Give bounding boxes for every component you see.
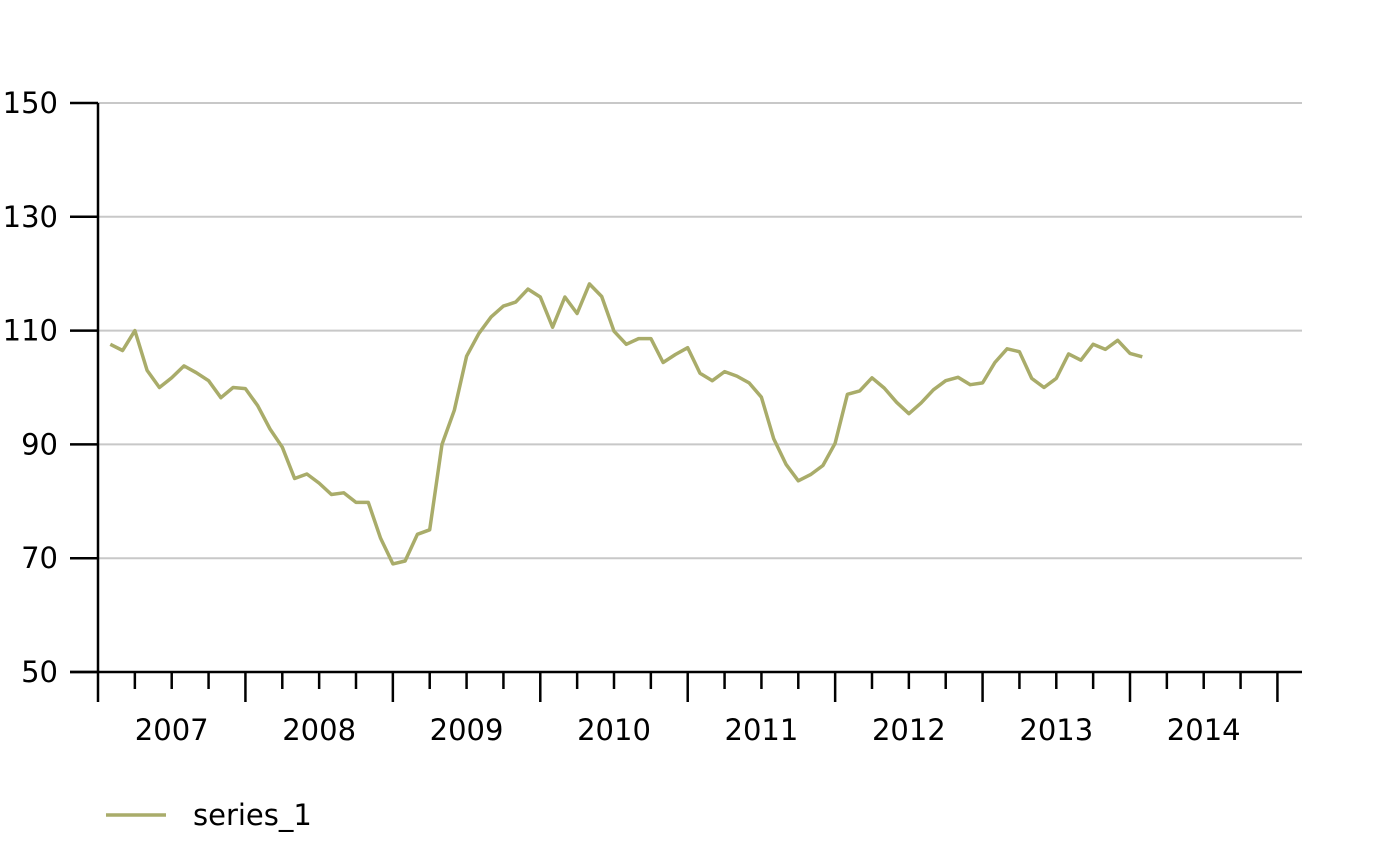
gridlines xyxy=(98,102,1302,560)
legend-label-series-1: series_1 xyxy=(193,798,312,832)
x-tick-label-2010: 2010 xyxy=(577,713,651,747)
x-tick-label-2008: 2008 xyxy=(282,713,356,747)
y-tick-label-70: 70 xyxy=(21,541,58,575)
x-tick-label-2007: 2007 xyxy=(135,713,209,747)
y-tick-label-90: 90 xyxy=(21,427,58,461)
y-axis-ticks: 50 70 90 110 130 150 xyxy=(3,86,98,689)
x-tick-label-2013: 2013 xyxy=(1019,713,1093,747)
y-tick-label-130: 130 xyxy=(3,200,58,234)
series-layer xyxy=(109,282,1143,566)
x-tick-label-2012: 2012 xyxy=(872,713,946,747)
y-tick-label-150: 150 xyxy=(3,86,58,120)
y-tick-label-50: 50 xyxy=(21,655,58,689)
axes xyxy=(70,103,1302,674)
series-line-1 xyxy=(109,282,1143,566)
x-tick-label-2011: 2011 xyxy=(725,713,799,747)
x-axis-ticks: 2007 2008 2009 2010 2011 2012 2013 2014 xyxy=(96,672,1279,747)
legend: series_1 xyxy=(106,798,312,832)
y-tick-label-110: 110 xyxy=(3,314,58,348)
x-tick-label-2014: 2014 xyxy=(1167,713,1241,747)
x-tick-label-2009: 2009 xyxy=(430,713,504,747)
